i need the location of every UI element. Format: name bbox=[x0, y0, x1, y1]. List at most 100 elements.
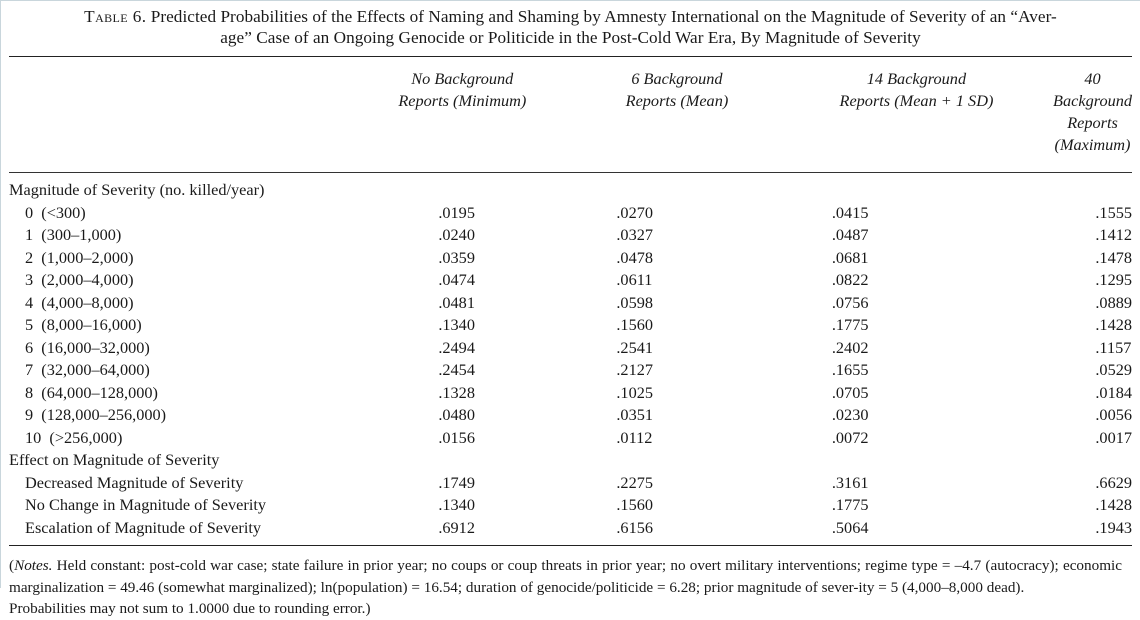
table-row: 3 (2,000–4,000) .0474 .0611 .0822 .1295 bbox=[9, 269, 1132, 292]
header-rule bbox=[9, 172, 1132, 173]
table-row: Decreased Magnitude of Severity .1749 .227… bbox=[9, 472, 1132, 495]
table-cell: .0195 bbox=[438, 202, 475, 222]
table-row: 8 (64,000–128,000) .1328 .1025 .0705 .0184 bbox=[9, 382, 1132, 405]
table-row: 2 (1,000–2,000) .0359 .0478 .0681 .1478 bbox=[9, 247, 1132, 270]
table-cell: .0478 bbox=[616, 247, 653, 267]
table-cell: .2275 bbox=[616, 472, 653, 492]
row-label: 9 (128,000–256,000) bbox=[25, 405, 167, 424]
table-row: 9 (128,000–256,000) .0480 .0351 .0230 .0056 bbox=[9, 404, 1132, 427]
table-cell: .0359 bbox=[438, 247, 475, 267]
column-header-line1: 40 Background bbox=[1053, 69, 1133, 110]
row-label: Escalation of Magnitude of Severity bbox=[25, 517, 262, 537]
row-label: 8 (64,000–128,000) bbox=[25, 382, 158, 402]
table-cell: .1560 bbox=[616, 495, 653, 514]
section-heading: Effect on Magnitude of Severity bbox=[9, 450, 220, 469]
table-cell: .6912 bbox=[438, 517, 475, 537]
table-cell: .0327 bbox=[616, 225, 653, 244]
notes-open-paren: ( bbox=[9, 557, 15, 574]
table-cell: .0230 bbox=[831, 405, 869, 424]
probabilities-body: Magnitude of Severity (no. killed/year) 0… bbox=[9, 179, 1132, 539]
table-cell: .0822 bbox=[831, 270, 869, 289]
row-label: 2 (1,000–2,000) bbox=[25, 247, 134, 267]
table-cell: .1340 bbox=[438, 495, 475, 514]
column-header-line2: Reports (Mean) bbox=[625, 91, 729, 110]
table-cell: .0351 bbox=[616, 405, 653, 424]
column-header: No Background Reports (Minimum) bbox=[341, 57, 545, 172]
bottom-rule bbox=[9, 545, 1132, 546]
section-heading-row: Magnitude of Severity (no. killed/year) bbox=[9, 179, 1132, 202]
row-label: 4 (4,000–8,000) bbox=[25, 292, 134, 312]
table-title-line1: Predicted Probabilities of the Effects o… bbox=[150, 7, 1057, 26]
table-cell: .1428 bbox=[1095, 495, 1132, 514]
row-label: 5 (8,000–16,000) bbox=[25, 315, 142, 334]
table-cell: .0480 bbox=[438, 405, 475, 424]
column-header-line1: No Background bbox=[411, 69, 514, 88]
table-cell: .1655 bbox=[831, 360, 869, 379]
table-cell: .6156 bbox=[616, 517, 653, 537]
table-cell: .2541 bbox=[616, 337, 653, 357]
table-cell: .1328 bbox=[438, 382, 475, 402]
row-label: 1 (300–1,000) bbox=[25, 225, 122, 244]
table-cell: .0017 bbox=[1095, 427, 1132, 447]
section-heading: Magnitude of Severity (no. killed/year) bbox=[9, 180, 265, 199]
row-label: 10 (>256,000) bbox=[25, 427, 123, 447]
table-number: Table 6. bbox=[84, 7, 147, 26]
table-row: 10 (>256,000) .0156 .0112 .0072 .0017 bbox=[9, 427, 1132, 450]
table-cell: .0156 bbox=[438, 427, 475, 447]
table-row: No Change in Magnitude of Severity .1340.… bbox=[9, 494, 1132, 517]
table-cell: .1412 bbox=[1095, 225, 1132, 244]
table-cell: .0611 bbox=[616, 270, 653, 289]
table-cell: .1478 bbox=[1095, 247, 1132, 267]
table-cell: .1157 bbox=[1095, 337, 1132, 357]
table-cell: .1943 bbox=[1095, 517, 1132, 537]
top-rule bbox=[9, 56, 1132, 57]
table-cell: .1560 bbox=[616, 315, 653, 334]
notes-text: Held constant: post-cold war case; state… bbox=[9, 557, 1122, 596]
column-header-line1: 6 Background bbox=[631, 69, 723, 88]
section-heading-row: Effect on Magnitude of Severity bbox=[9, 449, 1132, 472]
table-cell: .0240 bbox=[438, 225, 475, 244]
table-cell: .3161 bbox=[831, 472, 869, 492]
table-row: 0 (<300) .0195 .0270 .0415 .1555 bbox=[9, 202, 1132, 225]
table-row: 5 (8,000–16,000) .1340 .1560 .1775 .1428 bbox=[9, 314, 1132, 337]
row-label: 6 (16,000–32,000) bbox=[25, 337, 150, 357]
table-cell: .2402 bbox=[831, 337, 869, 357]
row-label: 3 (2,000–4,000) bbox=[25, 270, 134, 289]
table-cell: .0889 bbox=[1095, 292, 1132, 312]
table-cell: .6629 bbox=[1095, 472, 1132, 492]
column-header: 6 Background Reports (Mean) bbox=[544, 57, 770, 172]
column-header-line1: 14 Background bbox=[866, 69, 967, 88]
table-cell: .0681 bbox=[831, 247, 869, 267]
table-cell: .1749 bbox=[438, 472, 475, 492]
column-header-row: No Background Reports (Minimum) 6 Backgro… bbox=[9, 57, 1132, 172]
column-header-line2: Reports (Minimum) bbox=[398, 91, 527, 110]
table-cell: .0481 bbox=[438, 292, 475, 312]
row-label: No Change in Magnitude of Severity bbox=[25, 495, 267, 514]
table-cell: .0474 bbox=[438, 270, 475, 289]
table-cell: .0072 bbox=[831, 427, 869, 447]
table-cell: .1025 bbox=[616, 382, 653, 402]
table-cell: .0487 bbox=[831, 225, 869, 244]
row-label: 7 (32,000–64,000) bbox=[25, 360, 150, 379]
table-cell: .5064 bbox=[831, 517, 869, 537]
notes-lead: Notes. bbox=[14, 557, 53, 574]
table-title: Table 6. Predicted Probabilities of the … bbox=[19, 6, 1122, 48]
stub-header bbox=[9, 57, 341, 172]
column-header-line2: Reports (Maximum) bbox=[1054, 113, 1131, 154]
column-header-line2: Reports (Mean + 1 SD) bbox=[839, 91, 994, 110]
table-cell: .1775 bbox=[831, 495, 869, 514]
table-cell: .0415 bbox=[831, 202, 869, 222]
table-row: 7 (32,000–64,000) .2454 .2127 .1655 .0529 bbox=[9, 359, 1132, 382]
table-cell: .1555 bbox=[1095, 202, 1132, 222]
table-cell: .0529 bbox=[1095, 360, 1132, 379]
table-cell: .2494 bbox=[438, 337, 475, 357]
table-cell: .1295 bbox=[1095, 270, 1132, 289]
table-cell: .1340 bbox=[438, 315, 475, 334]
table-cell: .0112 bbox=[616, 427, 653, 447]
column-header: 14 Background Reports (Mean + 1 SD) bbox=[770, 57, 1033, 172]
table-cell: .1428 bbox=[1095, 315, 1132, 334]
table-row: Escalation of Magnitude of Severity .6912… bbox=[9, 517, 1132, 540]
table-cell: .1775 bbox=[831, 315, 869, 334]
table-cell: .0056 bbox=[1095, 405, 1132, 424]
table-row: 4 (4,000–8,000) .0481 .0598 .0756 .0889 bbox=[9, 292, 1132, 315]
